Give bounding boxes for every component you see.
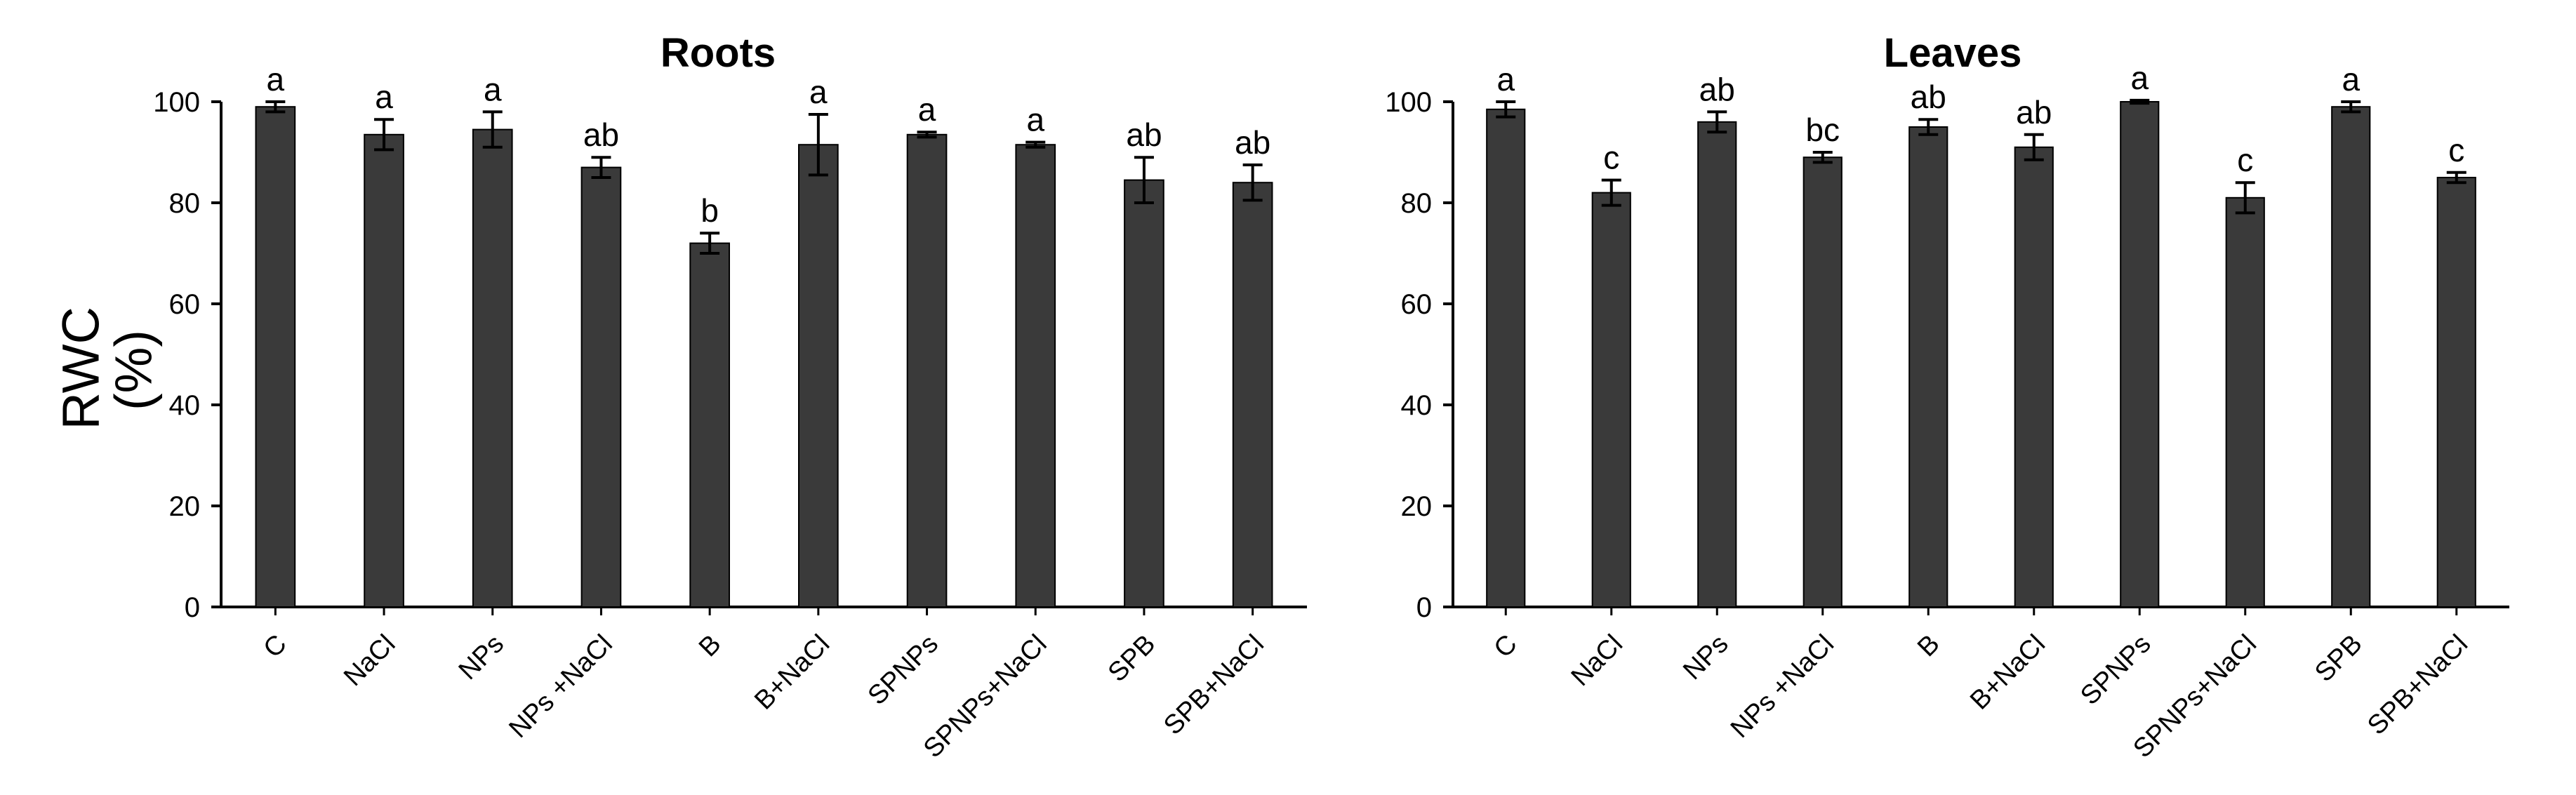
category-label: SPB+NaCl (2362, 629, 2474, 741)
bar (1015, 144, 1056, 608)
significance-label: a (2130, 60, 2149, 96)
significance-label: a (484, 71, 502, 107)
chart-0: Roots 0 20 40 60 80 100 a Ca NaCl a NPs ab NPs +NaCl b… (153, 30, 1307, 763)
significance-label: ab (1126, 116, 1162, 153)
significance-label: ab (2016, 94, 2052, 131)
significance-label: a (1496, 61, 1515, 98)
category-label: SPNPs (863, 629, 944, 711)
significance-label: ab (1699, 71, 1735, 107)
category-label: SPNPs (2075, 629, 2156, 711)
bar (689, 242, 730, 608)
bar (2120, 101, 2160, 608)
bar (2331, 106, 2371, 608)
category-label: B+NaCl (749, 629, 835, 716)
significance-label: a (918, 91, 936, 128)
bar (1697, 121, 1737, 608)
category-label: B (693, 629, 727, 663)
y-tick-label: 40 (169, 390, 201, 421)
bar (580, 166, 622, 608)
bar (255, 106, 296, 608)
y-tick-label: 80 (1401, 188, 1433, 219)
category-label: C (1489, 629, 1523, 664)
bar (2014, 146, 2054, 608)
significance-label: a (1026, 102, 1044, 138)
category-label: NPs (1678, 629, 1734, 686)
category-label: NaCl (1566, 629, 1628, 692)
category-label: SPB (2309, 629, 2368, 688)
y-tick-label: 100 (1385, 87, 1432, 118)
category-label: NaCl (338, 629, 401, 692)
significance-label: ab (1911, 79, 1946, 115)
bar (906, 133, 948, 608)
bar (1591, 192, 1631, 608)
category-label: SPB (1103, 629, 1161, 688)
category-label: SPB+NaCl (1158, 629, 1270, 741)
significance-label: a (809, 74, 828, 110)
bar (2225, 196, 2265, 608)
y-tick-label: 0 (1416, 592, 1432, 623)
y-tick-label: 20 (1401, 491, 1433, 522)
significance-label: ab (1235, 124, 1270, 161)
category-label: NPs (453, 629, 510, 686)
significance-label: a (375, 79, 393, 115)
bar (1232, 182, 1273, 608)
bar (1124, 179, 1164, 608)
significance-label: c (2237, 142, 2253, 178)
bar (472, 128, 513, 608)
bar (2436, 177, 2476, 608)
category-label: B (1912, 629, 1946, 663)
y-tick-label: 60 (1401, 289, 1433, 320)
significance-label: a (267, 61, 285, 98)
y-tick-label: 80 (169, 188, 201, 219)
y-tick-label: 100 (153, 87, 200, 118)
chart-title: Roots (660, 30, 776, 76)
y-tick-label: 40 (1401, 390, 1433, 421)
category-label: NPs +NaCl (503, 629, 618, 744)
bar (798, 144, 839, 608)
bar (1802, 156, 1843, 608)
y-tick-label: 20 (169, 491, 201, 522)
category-label: NPs +NaCl (1725, 629, 1840, 744)
significance-label: a (2342, 61, 2360, 98)
significance-label: b (701, 192, 719, 229)
y-tick-label: 60 (169, 289, 201, 320)
chart-1: Leaves 0 20 40 60 80 100 a Cc NaCl ab NPs bc NPs +NaC… (1385, 30, 2509, 763)
significance-label: c (1603, 140, 1619, 176)
bar (1908, 126, 1948, 608)
significance-label: ab (583, 116, 619, 153)
significance-label: bc (1805, 112, 1840, 148)
bar (1486, 108, 1526, 608)
chart-title: Leaves (1884, 30, 2022, 76)
bar (364, 133, 404, 608)
significance-label: c (2448, 132, 2464, 168)
category-label: B+NaCl (1965, 629, 2051, 716)
category-label: C (258, 629, 293, 664)
y-tick-label: 0 (185, 592, 200, 623)
